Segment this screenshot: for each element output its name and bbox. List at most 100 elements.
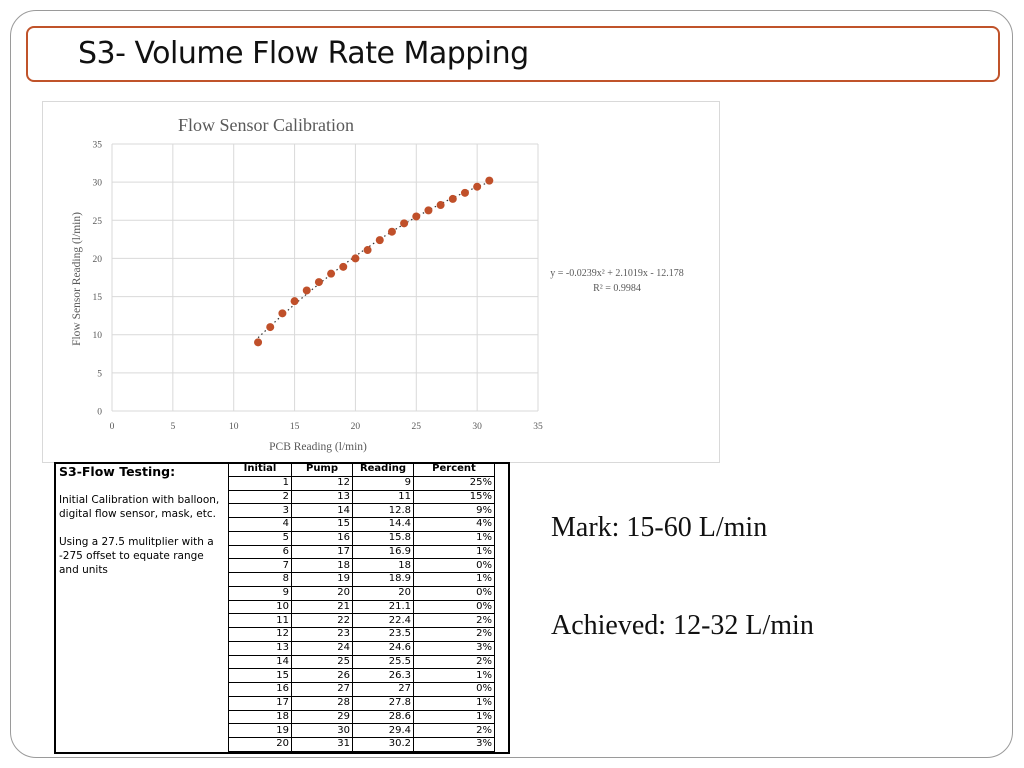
x-tick-label: 25 bbox=[412, 422, 422, 432]
data-point bbox=[327, 269, 336, 278]
cell-reading: 9 bbox=[352, 475, 414, 491]
data-point bbox=[351, 254, 360, 263]
data-point bbox=[363, 246, 372, 255]
x-tick-label: 5 bbox=[170, 422, 175, 432]
cell-initial: 19 bbox=[228, 723, 292, 738]
x-tick-label: 10 bbox=[229, 422, 239, 432]
table-row: 3 14 12.8 9% bbox=[228, 503, 495, 518]
cell-pump: 13 bbox=[291, 489, 353, 505]
cell-pump: 23 bbox=[291, 627, 353, 642]
table-row: 12 23 23.5 2% bbox=[228, 627, 495, 642]
table-row: 5 16 15.8 1% bbox=[228, 530, 495, 546]
y-tick-label: 25 bbox=[93, 217, 103, 227]
cell-pump: 25 bbox=[291, 654, 353, 670]
notes-title: S3-Flow Testing: bbox=[59, 464, 176, 479]
cell-percent: 15% bbox=[413, 489, 495, 505]
cell-percent: 2% bbox=[413, 654, 495, 670]
trendline bbox=[257, 181, 490, 339]
data-point bbox=[412, 212, 421, 221]
cell-reading: 23.5 bbox=[352, 627, 414, 642]
cell-pump: 30 bbox=[291, 723, 353, 738]
cell-reading: 18.9 bbox=[352, 572, 414, 587]
cell-reading: 22.4 bbox=[352, 613, 414, 628]
table-row: 17 28 27.8 1% bbox=[228, 695, 495, 711]
cell-reading: 20 bbox=[352, 585, 414, 601]
y-tick-label: 10 bbox=[93, 331, 103, 341]
cell-initial: 9 bbox=[228, 585, 292, 601]
cell-pump: 21 bbox=[291, 599, 353, 615]
y-tick-label: 20 bbox=[93, 255, 103, 265]
table-body: 1 12 9 25% 2 13 11 15% 3 14 12.8 9% 4 15 14.4 4% 5 16 15.8… bbox=[228, 475, 495, 752]
cell-percent: 1% bbox=[413, 709, 495, 725]
cell-initial: 1 bbox=[228, 475, 292, 491]
cell-percent: 3% bbox=[413, 640, 495, 656]
cell-reading: 14.4 bbox=[352, 517, 414, 532]
cell-pump: 28 bbox=[291, 695, 353, 711]
mark-text: Mark: 15-60 L/min bbox=[551, 512, 768, 543]
cell-reading: 16.9 bbox=[352, 544, 414, 560]
data-point bbox=[400, 219, 409, 228]
cell-pump: 14 bbox=[291, 503, 353, 518]
cell-pump: 19 bbox=[291, 572, 353, 587]
data-point bbox=[266, 323, 275, 332]
cell-reading: 28.6 bbox=[352, 709, 414, 725]
x-tick-label: 15 bbox=[290, 422, 300, 432]
slide-title: S3- Volume Flow Rate Mapping bbox=[78, 36, 529, 71]
cell-reading: 11 bbox=[352, 489, 414, 505]
data-point bbox=[436, 201, 445, 210]
cell-percent: 1% bbox=[413, 695, 495, 711]
table-row: 20 31 30.2 3% bbox=[228, 737, 495, 752]
cell-percent: 0% bbox=[413, 585, 495, 601]
cell-percent: 2% bbox=[413, 723, 495, 738]
cell-pump: 12 bbox=[291, 475, 353, 491]
table-row: 8 19 18.9 1% bbox=[228, 572, 495, 587]
table-header-row: Initial Pump Reading Percent bbox=[228, 462, 495, 477]
y-tick-label: 15 bbox=[93, 293, 103, 303]
notes-paragraph-2: Using a 27.5 mulitplier with a -275 offs… bbox=[59, 536, 214, 576]
cell-initial: 4 bbox=[228, 517, 292, 532]
cell-initial: 6 bbox=[228, 544, 292, 560]
cell-reading: 27.8 bbox=[352, 695, 414, 711]
data-point bbox=[339, 262, 348, 271]
cell-pump: 16 bbox=[291, 530, 353, 546]
data-point bbox=[387, 227, 396, 236]
cell-initial: 15 bbox=[228, 668, 292, 683]
cell-percent: 4% bbox=[413, 517, 495, 532]
table-row: 13 24 24.6 3% bbox=[228, 640, 495, 656]
cell-pump: 31 bbox=[291, 737, 353, 752]
cell-initial: 18 bbox=[228, 709, 292, 725]
header-pump: Pump bbox=[291, 462, 353, 477]
cell-pump: 17 bbox=[291, 544, 353, 560]
cell-pump: 15 bbox=[291, 517, 353, 532]
cell-pump: 24 bbox=[291, 640, 353, 656]
y-tick-label: 5 bbox=[97, 369, 102, 379]
cell-initial: 11 bbox=[228, 613, 292, 628]
table-row: 9 20 20 0% bbox=[228, 585, 495, 601]
x-tick-label: 20 bbox=[351, 422, 361, 432]
chart-title: Flow Sensor Calibration bbox=[178, 115, 354, 135]
cell-percent: 3% bbox=[413, 737, 495, 752]
cell-pump: 22 bbox=[291, 613, 353, 628]
cell-reading: 24.6 bbox=[352, 640, 414, 656]
cell-reading: 26.3 bbox=[352, 668, 414, 683]
cell-reading: 29.4 bbox=[352, 723, 414, 738]
cell-initial: 16 bbox=[228, 682, 292, 697]
cell-percent: 25% bbox=[413, 475, 495, 491]
slide-frame bbox=[10, 10, 1013, 758]
notes-cell: S3-Flow Testing: Initial Calibration wit… bbox=[54, 462, 228, 754]
cell-percent: 2% bbox=[413, 613, 495, 628]
x-axis-label: PCB Reading (l/min) bbox=[269, 441, 367, 453]
table-row: 6 17 16.9 1% bbox=[228, 544, 495, 560]
cell-initial: 13 bbox=[228, 640, 292, 656]
data-point bbox=[314, 278, 323, 287]
cell-reading: 21.1 bbox=[352, 599, 414, 615]
cell-reading: 25.5 bbox=[352, 654, 414, 670]
cell-initial: 5 bbox=[228, 530, 292, 546]
cell-percent: 1% bbox=[413, 668, 495, 683]
data-point bbox=[460, 188, 469, 197]
x-tick-label: 0 bbox=[110, 422, 115, 432]
trendline-equation: y = -0.0239x² + 2.1019x - 12.178 bbox=[550, 268, 683, 279]
cell-pump: 26 bbox=[291, 668, 353, 683]
table-row: 16 27 27 0% bbox=[228, 682, 495, 697]
cell-pump: 27 bbox=[291, 682, 353, 697]
